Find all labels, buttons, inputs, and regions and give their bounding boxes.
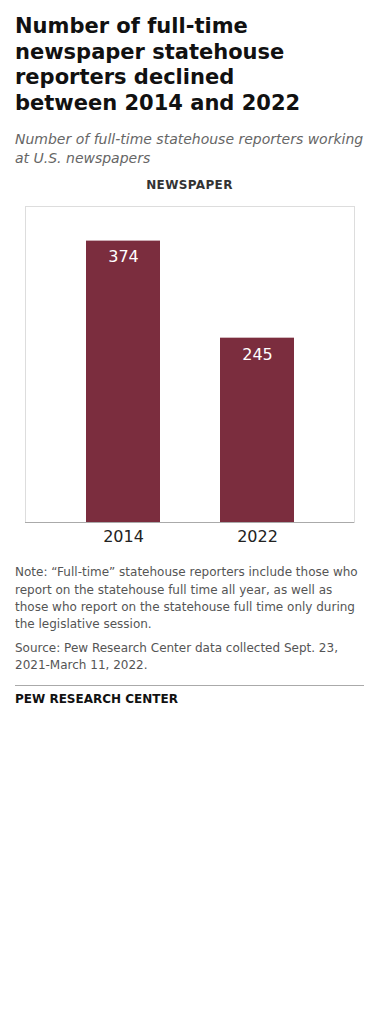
- svg-text:245: 245: [242, 345, 273, 364]
- svg-text:374: 374: [108, 248, 139, 267]
- html-text:PEW RESEARCH CENTER: PEW RESEARCH CENTER: [15, 691, 178, 706]
- svg-text:2014: 2014: [103, 527, 144, 546]
- html-text:Note: “Full-time” statehouse r: Note: “Full-time” statehouse reporters i…: [15, 565, 358, 632]
- svg-text:2022: 2022: [237, 527, 278, 546]
- html-text:Source: Pew Research Center da: Source: Pew Research Center data collect…: [15, 640, 338, 673]
- html-text:Number of full-time statehouse: Number of full-time statehouse reporters…: [15, 131, 364, 167]
- html-text:Number of full-time newspaper: Number of full-time newspaper statehouse…: [15, 14, 301, 115]
- html-text:NEWSPAPER: NEWSPAPER: [146, 178, 233, 193]
